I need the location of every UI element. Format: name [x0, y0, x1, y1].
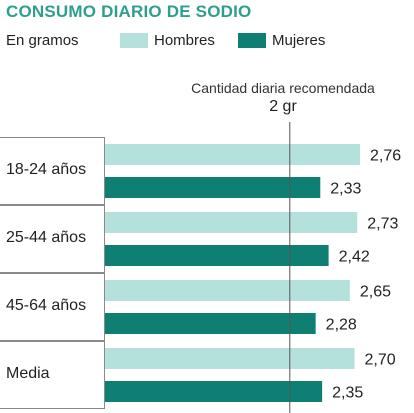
data-label-mujeres-25-44-a-os: 2,42: [339, 249, 370, 266]
bar-mujeres-45-64-a-os: [105, 313, 316, 334]
data-label-hombres-media: 2,70: [364, 352, 395, 369]
data-label-hombres-45-64-a-os: 2,65: [360, 284, 391, 301]
bar-mujeres-18-24-a-os: [105, 177, 321, 198]
bar-hombres-media: [105, 348, 355, 369]
category-box: [0, 273, 105, 341]
bar-hombres-45-64-a-os: [105, 280, 350, 301]
data-label-mujeres-18-24-a-os: 2,33: [330, 181, 361, 198]
category-box: [0, 341, 105, 409]
data-label-mujeres-45-64-a-os: 2,28: [326, 317, 357, 334]
category-label-45-64-a-os: 45-64 años: [6, 297, 87, 314]
category-box: [0, 205, 105, 273]
legend-swatch-hombres: [120, 33, 148, 48]
data-label-hombres-18-24-a-os: 2,76: [370, 148, 401, 165]
legend-label-hombres: Hombres: [154, 32, 215, 49]
reference-label: Cantidad diaria recomendada: [191, 80, 375, 96]
bar-hombres-25-44-a-os: [105, 212, 358, 233]
units-label: En gramos: [6, 32, 79, 49]
category-label-18-24-a-os: 18-24 años: [6, 161, 87, 178]
legend-swatch-mujeres: [238, 33, 266, 48]
category-label-media: Media: [6, 365, 50, 382]
chart-title: CONSUMO DIARIO DE SODIO: [6, 2, 252, 21]
legend-label-mujeres: Mujeres: [272, 32, 326, 49]
bar-hombres-18-24-a-os: [105, 144, 361, 165]
legend-item-mujeres: Mujeres: [238, 32, 325, 49]
bar-mujeres-media: [105, 381, 323, 402]
category-label-25-44-a-os: 25-44 años: [6, 229, 87, 246]
data-label-mujeres-media: 2,35: [332, 385, 363, 402]
data-label-hombres-25-44-a-os: 2,73: [367, 216, 398, 233]
category-box: [0, 137, 105, 205]
bar-mujeres-25-44-a-os: [105, 245, 329, 266]
legend-item-hombres: Hombres: [120, 32, 215, 49]
reference-value: 2 gr: [269, 98, 297, 115]
